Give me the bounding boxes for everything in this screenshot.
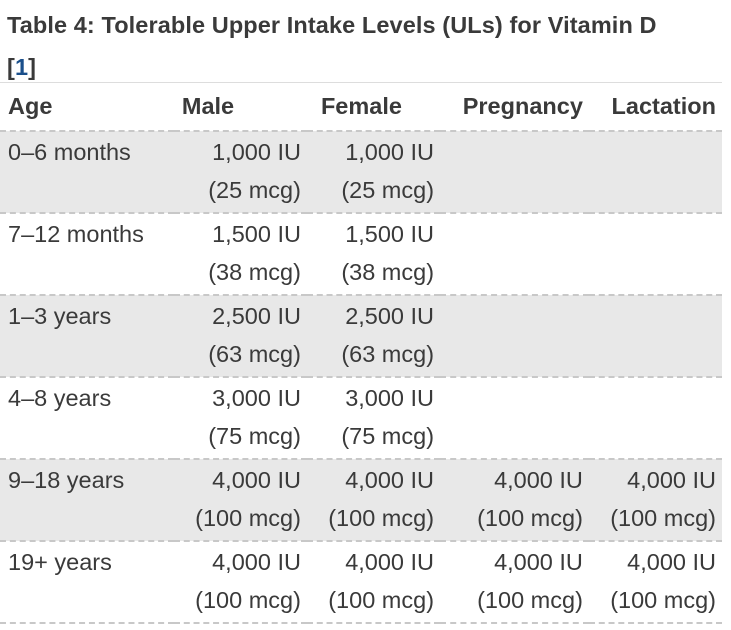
iu-value: 4,000 IU [494,548,583,575]
iu-value: 2,500 IU [345,302,435,329]
mcg-value: (63 mcg) [341,340,435,367]
mcg-value: (75 mcg) [341,422,435,449]
header-male: Male [181,92,235,119]
iu-value: 3,000 IU [345,384,435,411]
table-row: 19+ years 4,000 IU (100 mcg) 4,000 IU (100… [0,540,722,623]
header-lactation: Lactation [611,92,716,119]
male-cell: 3,000 IU (75 mcg) [174,377,307,459]
table-body: 0–6 months 1,000 IU (25 mcg) 1,000 IU (25 … [0,130,722,623]
age-cell: 19+ years [8,548,112,575]
table-row: 0–6 months 1,000 IU (25 mcg) 1,000 IU (25 … [0,130,722,213]
male-cell: 4,000 IU (100 mcg) [174,459,307,541]
lactation-cell [589,377,722,459]
iu-value: 3,000 IU [212,384,301,411]
female-cell: 2,500 IU (63 mcg) [307,295,440,377]
table-row: 7–12 months 1,500 IU (38 mcg) 1,500 IU (38… [0,212,722,295]
iu-value: 4,000 IU [212,548,301,575]
iu-value: 1,000 IU [345,138,435,165]
iu-value: 1,000 IU [212,138,301,165]
mcg-value: (100 mcg) [195,586,301,613]
lactation-cell [589,213,722,295]
female-cell: 4,000 IU (100 mcg) [307,459,440,541]
pregnancy-cell [440,213,589,295]
male-cell: 1,500 IU (38 mcg) [174,213,307,295]
lactation-cell: 4,000 IU (100 mcg) [589,541,722,623]
mcg-value: (38 mcg) [208,258,301,285]
lactation-cell [589,131,722,213]
pregnancy-cell [440,131,589,213]
mcg-value: (100 mcg) [328,586,435,613]
female-cell: 4,000 IU (100 mcg) [307,541,440,623]
pregnancy-cell [440,295,589,377]
table-row: 4–8 years 3,000 IU (75 mcg) 3,000 IU (75 m… [0,376,722,459]
pregnancy-cell: 4,000 IU (100 mcg) [440,541,589,623]
reference-link[interactable]: 1 [14,54,29,80]
age-cell: 7–12 months [8,220,144,247]
male-cell: 2,500 IU (63 mcg) [174,295,307,377]
iu-value: 4,000 IU [627,466,716,493]
header-row: Age Male Female Pregnancy Lactation [0,82,722,131]
mcg-value: (63 mcg) [208,340,301,367]
mcg-value: (100 mcg) [477,586,583,613]
age-cell: 9–18 years [8,466,125,493]
mcg-value: (38 mcg) [341,258,435,285]
female-cell: 1,500 IU (38 mcg) [307,213,440,295]
mcg-value: (100 mcg) [195,504,301,531]
reference-bracket-close: ] [28,54,37,80]
ul-table: Age Male Female Pregnancy Lactation 0–6 … [0,82,722,624]
table-row: 9–18 years 4,000 IU (100 mcg) 4,000 IU (10… [0,458,722,541]
female-cell: 3,000 IU (75 mcg) [307,377,440,459]
iu-value: 2,500 IU [212,302,301,329]
iu-value: 4,000 IU [627,548,716,575]
male-cell: 1,000 IU (25 mcg) [174,131,307,213]
mcg-value: (100 mcg) [328,504,435,531]
mcg-value: (25 mcg) [208,176,301,203]
reference-bracket-open: [ [7,54,15,80]
iu-value: 4,000 IU [494,466,583,493]
mcg-value: (100 mcg) [610,504,716,531]
mcg-value: (100 mcg) [610,586,716,613]
table-row: 1–3 years 2,500 IU (63 mcg) 2,500 IU (63 m… [0,294,722,377]
lactation-cell: 4,000 IU (100 mcg) [589,459,722,541]
mcg-value: (75 mcg) [208,422,301,449]
age-cell: 4–8 years [8,384,112,411]
table-caption: Table 4: Tolerable Upper Intake Levels (… [7,4,727,88]
iu-value: 4,000 IU [212,466,301,493]
lactation-cell [589,295,722,377]
age-cell: 0–6 months [8,138,131,165]
header-female: Female [320,92,402,119]
table-header: Age Male Female Pregnancy Lactation [0,82,722,131]
age-cell: 1–3 years [8,302,112,329]
iu-value: 1,500 IU [212,220,301,247]
caption-title: Table 4: Tolerable Upper Intake Levels (… [7,12,657,38]
pregnancy-cell: 4,000 IU (100 mcg) [440,459,589,541]
mcg-value: (100 mcg) [477,504,583,531]
pregnancy-cell [440,377,589,459]
male-cell: 4,000 IU (100 mcg) [174,541,307,623]
female-cell: 1,000 IU (25 mcg) [307,131,440,213]
iu-value: 1,500 IU [345,220,435,247]
header-age: Age [8,92,53,119]
iu-value: 4,000 IU [345,466,435,493]
mcg-value: (25 mcg) [341,176,435,203]
header-pregnancy: Pregnancy [462,92,583,119]
iu-value: 4,000 IU [345,548,435,575]
